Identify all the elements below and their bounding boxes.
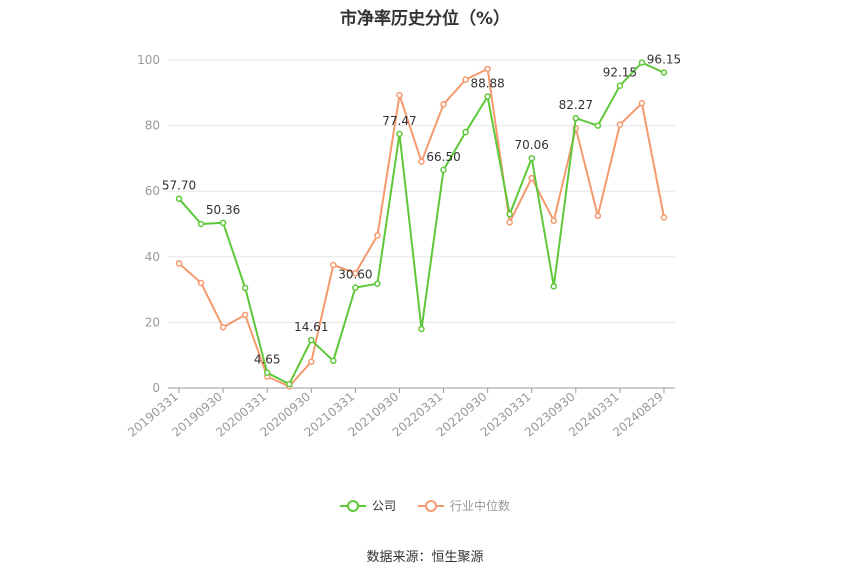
- industry-point: [462, 76, 469, 83]
- company-point: [572, 114, 580, 122]
- company-point: [594, 122, 602, 129]
- company-data-label: 14.61: [294, 320, 328, 334]
- industry-point: [594, 212, 602, 220]
- industry-point: [440, 101, 447, 108]
- legend-item-industry[interactable]: 行业中位数: [418, 497, 510, 514]
- company-data-label: 92.15: [603, 66, 637, 80]
- company-data-label: 96.15: [647, 53, 681, 67]
- company-data-label: 77.47: [382, 114, 416, 128]
- company-data-label: 4.65: [254, 353, 281, 367]
- industry-point: [308, 358, 315, 366]
- company-point: [418, 325, 425, 333]
- company-point: [263, 369, 271, 376]
- industry-point: [418, 158, 425, 165]
- company-point: [638, 59, 646, 66]
- y-tick-label: 60: [145, 184, 160, 198]
- company-data-label: 66.50: [426, 150, 460, 164]
- company-point: [616, 82, 624, 89]
- data-source: 数据来源：恒生聚源: [366, 550, 484, 565]
- industry-line: [178, 67, 665, 388]
- company-point: [175, 195, 183, 202]
- industry-point: [352, 269, 359, 277]
- company-data-label: 70.06: [515, 138, 549, 152]
- y-tick-label: 40: [145, 250, 160, 264]
- legend-company-label: 公司: [371, 499, 396, 513]
- company-point: [285, 380, 293, 388]
- company-point: [241, 284, 249, 292]
- industry-point: [241, 311, 249, 319]
- data-labels: 57.70 50.36 4.65 14.61 30.60 77.47 66.50 88.88 7…: [162, 53, 681, 367]
- y-tick-label: 100: [137, 53, 160, 67]
- company-point: [197, 220, 205, 228]
- line-chart: 0204060801002019033120190930202003312020…: [125, 53, 681, 440]
- company-point: [660, 69, 668, 76]
- company-point: [462, 128, 469, 136]
- legend-industry-marker: [418, 499, 444, 513]
- legend: 公司 行业中位数: [0, 497, 850, 514]
- industry-point: [506, 219, 513, 226]
- company-point: [308, 336, 315, 344]
- company-data-label: 82.27: [559, 98, 593, 112]
- company-point: [550, 283, 558, 290]
- industry-point: [330, 261, 337, 269]
- industry-point: [550, 217, 558, 224]
- industry-point: [396, 91, 403, 99]
- y-tick-label: 20: [145, 315, 160, 329]
- industry-point: [484, 65, 491, 73]
- legend-company-marker: [339, 499, 366, 513]
- legend-item-company[interactable]: 公司: [339, 497, 396, 514]
- industry-point: [528, 174, 535, 182]
- y-tick-label: 80: [145, 119, 160, 133]
- industry-point: [219, 324, 227, 331]
- industry-point: [616, 121, 624, 128]
- company-point: [528, 154, 535, 162]
- company-point: [352, 284, 359, 291]
- legend-industry-label: 行业中位数: [450, 499, 511, 513]
- company-point: [484, 93, 491, 100]
- company-point: [374, 280, 381, 287]
- company-point: [506, 210, 513, 218]
- company-data-label: 57.70: [162, 179, 196, 193]
- company-point: [396, 130, 403, 138]
- industry-point: [638, 100, 646, 107]
- industry-point: [660, 214, 668, 221]
- company-point: [330, 357, 337, 365]
- company-data-label: 50.36: [206, 203, 240, 217]
- industry-point: [374, 232, 381, 239]
- chart-title: 市净率历史分位（%）: [339, 9, 511, 29]
- industry-point: [197, 279, 205, 287]
- company-point: [440, 166, 447, 174]
- y-tick-label: 0: [152, 381, 160, 395]
- company-point: [219, 219, 227, 227]
- industry-point: [175, 260, 183, 267]
- company-data-label: 30.60: [338, 268, 372, 282]
- company-data-label: 88.88: [470, 76, 504, 90]
- series-lines: [175, 59, 668, 390]
